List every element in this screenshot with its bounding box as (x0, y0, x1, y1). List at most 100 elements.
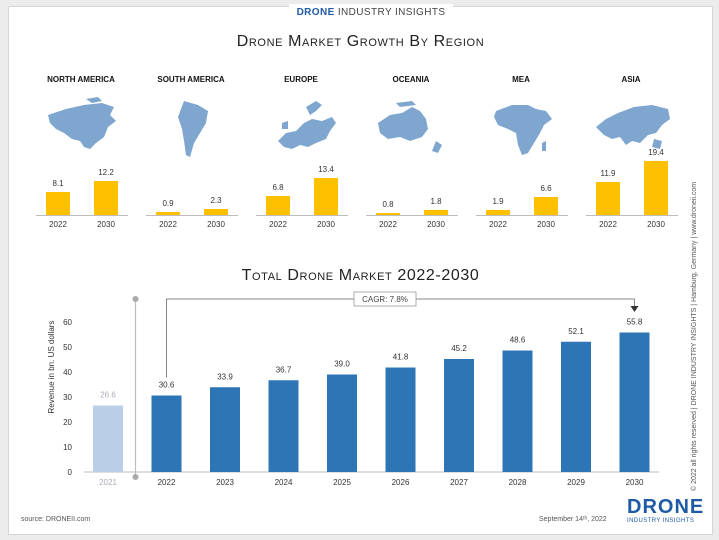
bar-mea-2022 (486, 209, 510, 215)
year-europe-2022: 2022 (269, 220, 287, 229)
bar-2027 (444, 359, 474, 472)
value-asia-2030: 19.4 (648, 148, 664, 157)
cagr-arrow-icon (630, 306, 639, 312)
bar-2029 (561, 341, 591, 472)
bar-asia-2022 (596, 181, 620, 215)
year-oceania-2030: 2030 (427, 220, 445, 229)
region-name-asia: ASIA (621, 75, 641, 84)
bar-north-america-2030 (94, 181, 118, 215)
oceania-map-icon (378, 101, 442, 153)
x-tick-label-2029: 2029 (567, 478, 585, 487)
header-brand-rest: INDUSTRY INSIGHTS (337, 7, 446, 18)
value-oceania-2022: 0.8 (382, 199, 394, 209)
y-tick-label: 30 (63, 393, 72, 402)
bar-2021 (93, 405, 123, 472)
x-tick-label-2027: 2027 (450, 478, 468, 487)
bar-2024 (268, 380, 299, 472)
year-asia-2030: 2030 (647, 220, 665, 229)
logo-sub: INDUSTRY INSIGHTS (627, 518, 695, 524)
baseline-europe (256, 215, 348, 216)
value-south-america-2022: 0.9 (162, 199, 174, 209)
asia-map-icon (596, 105, 670, 149)
bar-2022 (151, 395, 182, 472)
year-south-america-2022: 2022 (159, 220, 177, 229)
value-mea-2022: 1.9 (492, 196, 504, 206)
y-tick-label: 40 (63, 368, 72, 377)
region-name-south-america: SOUTH AMERICA (157, 75, 225, 84)
y-tick-label: 0 (68, 468, 73, 477)
value-label-2024: 36.7 (276, 365, 292, 374)
value-label-2030: 55.8 (627, 318, 643, 327)
x-tick-label-2021: 2021 (99, 478, 117, 487)
bar-2025 (327, 374, 357, 472)
year-south-america-2030: 2030 (207, 220, 225, 229)
value-north-america-2030: 12.2 (98, 168, 114, 178)
bar-north-america-2022 (46, 192, 70, 215)
header-brand-bold: DRONE (296, 7, 335, 18)
cagr-annotation: CAGR: 7.8% (132, 291, 639, 480)
value-europe-2022: 6.8 (272, 183, 284, 193)
bar-2028 (502, 350, 533, 472)
x-tick-label-2024: 2024 (275, 478, 293, 487)
y-axis-ticks: 0 10 20 30 40 50 60 (63, 318, 72, 477)
bar-south-america-2022 (156, 212, 180, 215)
y-tick-label: 60 (63, 318, 72, 327)
region-name-mea: MEA (512, 75, 530, 84)
value-asia-2022: 11.9 (600, 168, 616, 178)
bar-south-america-2030 (204, 208, 228, 215)
bar-europe-2022 (266, 196, 290, 215)
value-label-2025: 39.0 (334, 360, 350, 369)
value-oceania-2030: 1.8 (430, 196, 442, 206)
value-label-2023: 33.9 (217, 372, 233, 381)
cagr-box (353, 291, 417, 307)
cagr-label: CAGR: 7.8% (362, 295, 408, 304)
baseline-mea (476, 215, 568, 216)
y-tick-label: 50 (63, 343, 72, 352)
bar-oceania-2030 (424, 209, 448, 215)
x-tick-label-2022: 2022 (158, 478, 176, 487)
logo-main: DRONE (627, 496, 705, 518)
bar-oceania-2022 (376, 212, 400, 215)
year-mea-2030: 2030 (537, 220, 555, 229)
europe-map-icon (278, 101, 336, 149)
date-note: September 14ᵗʰ, 2022 (539, 516, 607, 523)
year-mea-2022: 2022 (489, 220, 507, 229)
value-europe-2030: 13.4 (318, 164, 334, 174)
value-label-2028: 48.6 (510, 336, 526, 345)
y-tick-label: 10 (63, 443, 72, 452)
brand-logo: DRONE INDUSTRY INSIGHTS (627, 497, 703, 524)
value-label-2022: 30.6 (159, 381, 175, 390)
bar-2023 (210, 387, 240, 472)
bar-europe-2030 (314, 177, 338, 215)
bars-group: 26.6 2021 30.6 2022 33.9 2023 36.7 2024 39.0 2025… (84, 318, 659, 487)
value-label-2027: 45.2 (451, 344, 467, 353)
region-name-europe: EUROPE (284, 75, 318, 84)
x-tick-label-2023: 2023 (216, 478, 234, 487)
separator-top-dot (132, 296, 139, 302)
x-tick-label-2028: 2028 (509, 478, 527, 487)
value-label-2026: 41.8 (393, 353, 409, 362)
north-america-map-icon (48, 97, 116, 149)
south-america-map-icon (178, 101, 208, 157)
bar-2030 (619, 332, 650, 472)
value-label-2021: 26.6 (100, 391, 116, 400)
mea-map-icon (494, 105, 552, 155)
header-brand: DRONE INDUSTRY INSIGHTS (289, 4, 453, 22)
source-note: source: DRONEII.com (21, 516, 91, 523)
x-tick-label-2026: 2026 (392, 478, 410, 487)
y-axis-label: Revenue in bn. US dollars (47, 321, 56, 414)
year-north-america-2022: 2022 (49, 220, 67, 229)
year-oceania-2022: 2022 (379, 220, 397, 229)
bar-mea-2030 (534, 196, 558, 215)
region-name-north-america: NORTH AMERICA (47, 75, 115, 84)
bar-asia-2030 (644, 161, 668, 215)
baseline-north-america (36, 215, 128, 216)
x-tick-label-2025: 2025 (333, 478, 351, 487)
value-south-america-2030: 2.3 (210, 195, 222, 205)
region-chart-title: Drone Market Growth By Region (236, 33, 485, 50)
infographic-card: DRONE INDUSTRY INSIGHTS Drone Market Gro… (8, 4, 713, 535)
baseline-south-america (146, 215, 238, 216)
side-copyright: © 2022 all rights reserved | DRONE INDUS… (691, 181, 698, 491)
baseline-asia (586, 215, 678, 216)
value-mea-2030: 6.6 (540, 183, 552, 193)
